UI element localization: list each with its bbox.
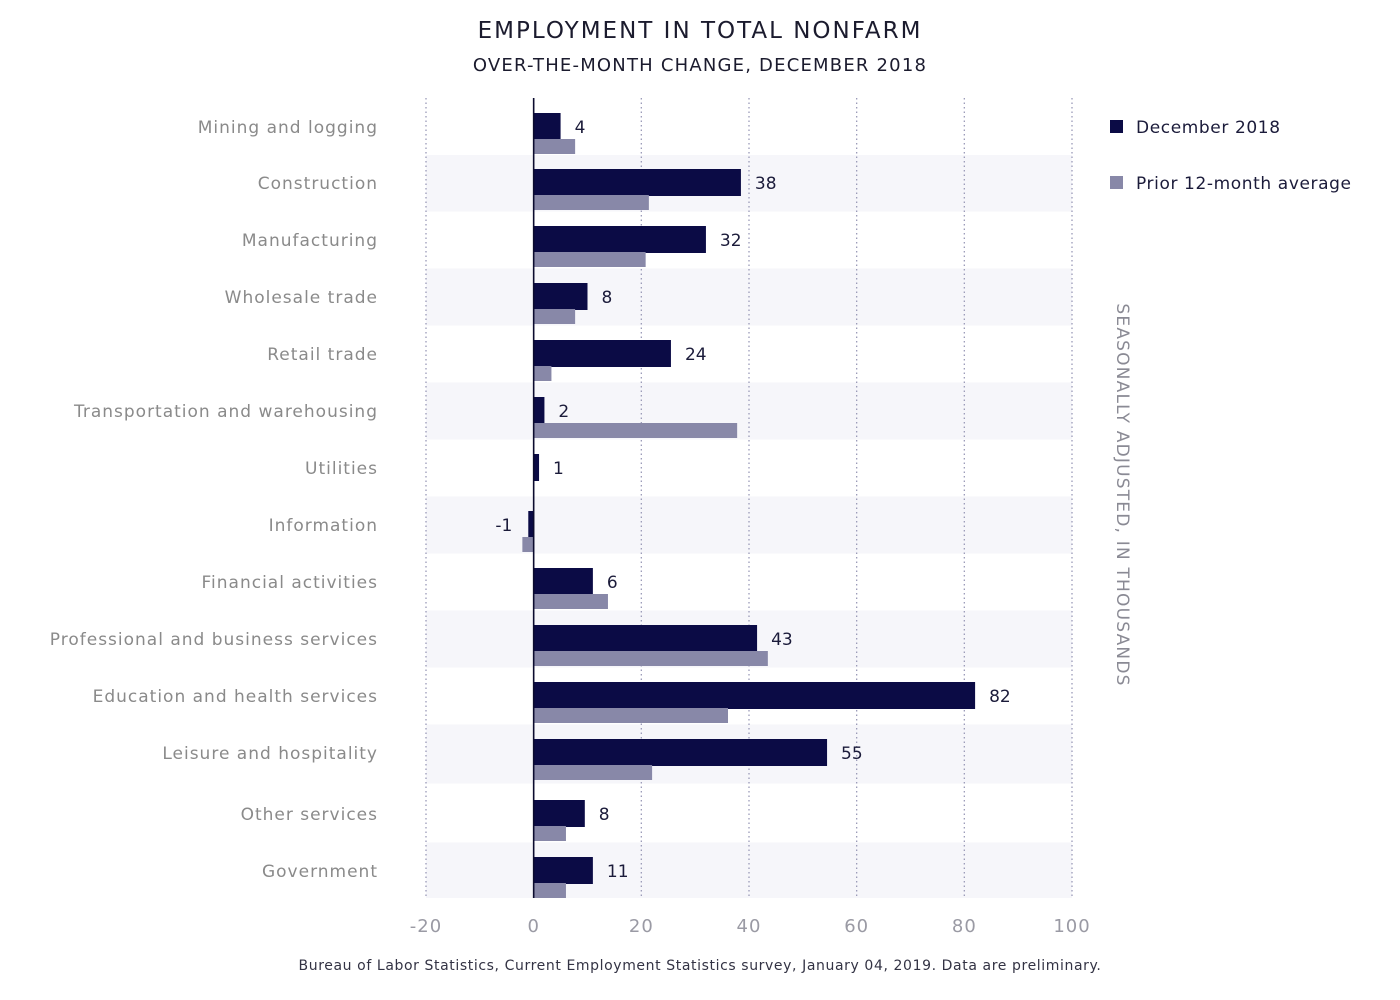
- bar-december-2018: [533, 800, 585, 827]
- bar-december-2018: [533, 857, 593, 884]
- bar-december-2018: [533, 283, 588, 310]
- x-tick-label: -20: [410, 916, 442, 937]
- data-label: 43: [771, 630, 793, 650]
- bar-december-2018: [533, 682, 976, 709]
- category-label: Leisure and hospitality: [162, 744, 378, 764]
- data-label: 2: [558, 402, 569, 422]
- data-label: 1: [553, 459, 564, 479]
- data-label: -1: [495, 516, 512, 536]
- source-note: Bureau of Labor Statistics, Current Empl…: [298, 958, 1102, 974]
- x-tick-label: 20: [629, 916, 654, 937]
- legend-item: December 2018: [1110, 118, 1281, 138]
- bar-prior-12-month-average: [533, 195, 649, 210]
- data-label: 24: [685, 345, 707, 365]
- data-label: 55: [841, 744, 863, 764]
- bar-prior-12-month-average: [533, 765, 653, 780]
- bar-prior-12-month-average: [533, 309, 576, 324]
- data-label: 32: [720, 231, 742, 251]
- category-labels: Mining and logging Construction Manufactur…: [50, 118, 379, 882]
- bar-prior-12-month-average: [533, 252, 646, 267]
- category-label: Construction: [258, 174, 378, 194]
- x-tick-label: 80: [952, 916, 977, 937]
- category-label: Transportation and warehousing: [73, 402, 378, 422]
- bar-prior-12-month-average: [522, 537, 534, 552]
- bar-december-2018: [533, 568, 593, 595]
- bar-december-2018: [533, 169, 741, 196]
- category-label: Information: [269, 516, 378, 536]
- category-label: Government: [262, 862, 378, 882]
- category-label: Professional and business services: [50, 630, 378, 650]
- data-labels: 4 38 32 8 24 2 1 -1 6 43 82 55 8 11: [495, 118, 1010, 882]
- x-tick-label: 100: [1053, 916, 1090, 937]
- data-label: 82: [989, 687, 1011, 707]
- category-label: Other services: [241, 805, 378, 825]
- category-label: Wholesale trade: [225, 288, 378, 308]
- y-axis-label: SEASONALLY ADJUSTED, IN THOUSANDS: [1112, 303, 1132, 687]
- bar-prior-12-month-average: [533, 826, 566, 841]
- bar-prior-12-month-average: [533, 883, 566, 898]
- bar-december-2018: [533, 625, 758, 652]
- bar-prior-12-month-average: [533, 423, 738, 438]
- data-label: 38: [755, 174, 777, 194]
- bar-december-2018: [533, 454, 540, 481]
- category-label: Financial activities: [202, 573, 379, 593]
- x-tick-label: 60: [844, 916, 869, 937]
- bar-december-2018: [533, 226, 706, 253]
- legend-item: Prior 12-month average: [1110, 174, 1352, 194]
- category-label: Education and health services: [93, 687, 378, 707]
- category-label: Manufacturing: [242, 231, 378, 251]
- bar-prior-12-month-average: [533, 139, 576, 154]
- data-label: 4: [575, 118, 586, 138]
- bar-prior-12-month-average: [533, 651, 768, 666]
- bars: [522, 113, 976, 898]
- legend-swatch: [1110, 176, 1123, 189]
- bar-december-2018: [533, 739, 828, 766]
- row-band: [426, 155, 1072, 212]
- data-label: 6: [607, 573, 618, 593]
- legend-swatch: [1110, 120, 1123, 133]
- bar-december-2018: [533, 340, 671, 367]
- category-label: Mining and logging: [198, 118, 378, 138]
- bar-december-2018: [528, 511, 534, 538]
- legend-label: December 2018: [1136, 118, 1281, 138]
- x-tick-label: 40: [737, 916, 762, 937]
- x-tick-labels: -20 0 20 40 60 80 100: [410, 916, 1090, 937]
- legend-label: Prior 12-month average: [1136, 174, 1352, 194]
- bar-december-2018: [533, 397, 545, 424]
- data-label: 8: [599, 805, 610, 825]
- data-label: 8: [602, 288, 613, 308]
- bar-december-2018: [533, 113, 561, 140]
- chart-subtitle: OVER-THE-MONTH CHANGE, DECEMBER 2018: [472, 55, 928, 76]
- bar-prior-12-month-average: [533, 366, 552, 381]
- bar-prior-12-month-average: [533, 594, 608, 609]
- category-label: Retail trade: [267, 345, 378, 365]
- bar-prior-12-month-average: [533, 708, 729, 723]
- x-tick-label: 0: [527, 916, 539, 937]
- legend: December 2018 Prior 12-month average: [1110, 118, 1352, 194]
- chart-title: EMPLOYMENT IN TOTAL NONFARM: [477, 18, 923, 44]
- category-label: Utilities: [305, 459, 378, 479]
- data-label: 11: [607, 862, 629, 882]
